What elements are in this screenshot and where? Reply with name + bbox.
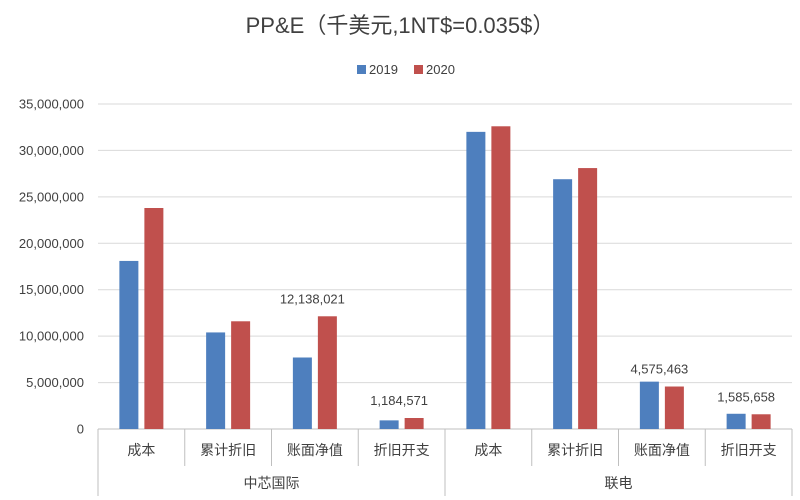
data-label: 12,138,021 (280, 291, 345, 306)
bar-2020 (231, 321, 251, 429)
bar-2019 (119, 260, 139, 429)
y-tick-label: 0 (77, 422, 84, 437)
bar-2020 (578, 168, 598, 430)
y-tick-label: 15,000,000 (19, 282, 84, 297)
y-tick-label: 10,000,000 (19, 329, 84, 344)
y-tick-label: 20,000,000 (19, 236, 84, 251)
legend: 2019 2020 (357, 62, 455, 77)
y-axis: 0 5,000,000 10,000,000 15,000,000 20,000,000… (19, 97, 84, 437)
bar-2020 (144, 208, 164, 429)
bars (119, 126, 771, 430)
bar-2019 (726, 413, 746, 429)
group-label: 联电 (605, 475, 633, 491)
category-label: 折旧开支 (721, 442, 777, 458)
data-label: 1,184,571 (370, 393, 428, 408)
legend-label-2019: 2019 (369, 62, 398, 77)
category-label: 成本 (127, 442, 155, 458)
bar-2019 (292, 357, 312, 429)
legend-label-2020: 2020 (426, 62, 455, 77)
category-label: 成本 (474, 442, 502, 458)
y-tick-label: 25,000,000 (19, 189, 84, 204)
y-tick-label: 5,000,000 (26, 375, 84, 390)
bar-2020 (404, 418, 424, 429)
data-label: 1,585,658 (717, 389, 775, 404)
data-labels: 12,138,021 1,184,571 4,575,463 1,585,658 (280, 291, 775, 408)
category-label: 折旧开支 (374, 442, 430, 458)
legend-swatch-2020 (414, 65, 423, 74)
bar-2019 (206, 332, 226, 429)
legend-swatch-2019 (357, 65, 366, 74)
bar-2020 (317, 316, 337, 429)
category-label: 累计折旧 (547, 442, 603, 458)
category-label: 累计折旧 (200, 442, 256, 458)
data-label: 4,575,463 (630, 362, 688, 377)
bar-2019 (466, 131, 486, 429)
bar-2020 (664, 386, 684, 429)
category-label: 账面净值 (634, 442, 690, 458)
y-tick-label: 30,000,000 (19, 143, 84, 158)
bar-2019 (553, 179, 573, 429)
gridlines (98, 103, 792, 430)
group-label: 中芯国际 (244, 475, 300, 491)
bar-2020 (491, 126, 511, 430)
category-label: 账面净值 (287, 442, 343, 458)
bar-2020 (751, 414, 771, 429)
bar-2019 (379, 420, 399, 429)
y-tick-label: 35,000,000 (19, 97, 84, 112)
chart-title: PP&E（千美元,1NT$=0.035$） (246, 13, 555, 38)
bar-2019 (639, 381, 659, 429)
